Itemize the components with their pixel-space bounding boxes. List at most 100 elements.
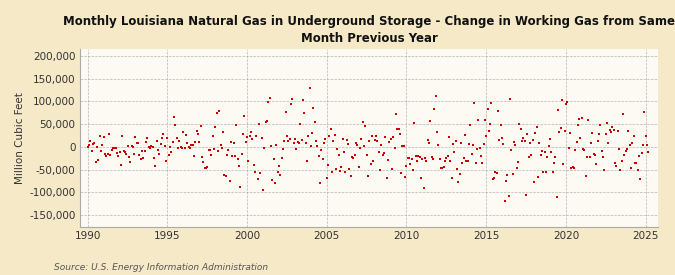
Point [146,144,157,148]
Point [522,132,533,136]
Point [217,146,227,150]
Point [446,176,457,180]
Point [271,143,281,147]
Point [369,138,380,142]
Point [574,117,585,122]
Point [211,111,222,115]
Point [375,168,385,172]
Point [630,161,641,165]
Point [291,146,302,151]
Point [328,139,339,143]
Point [576,116,587,120]
Point [96,149,107,153]
Point [600,131,611,136]
Point [543,144,554,148]
Point [635,177,646,181]
Point [367,134,377,139]
Point [485,122,495,126]
Point [290,137,300,142]
Point [583,117,594,122]
Point [205,148,215,152]
Point [643,150,653,155]
Point [166,150,177,155]
Point [111,151,122,155]
Point [385,137,396,142]
Point [622,147,632,151]
Point [265,144,276,148]
Point [437,166,448,170]
Point [356,137,367,142]
Point [150,164,161,168]
Point [246,129,256,134]
Point [457,161,468,166]
Point [219,173,230,177]
Point [381,176,392,180]
Point [627,141,638,145]
Point [524,141,535,146]
Point [129,152,140,157]
Point [310,139,321,143]
Point [518,136,529,141]
Point [591,162,602,167]
Point [358,144,369,148]
Point [443,134,454,139]
Point [357,120,368,124]
Point [538,169,549,174]
Point [448,142,458,147]
Point [125,159,136,164]
Point [394,131,405,136]
Point [167,139,178,144]
Point [529,180,539,185]
Point [603,141,614,146]
Point [243,159,254,163]
Point [269,181,280,185]
Point [323,163,333,167]
Point [461,159,472,164]
Point [567,164,578,169]
Point [420,155,431,160]
Point [413,153,424,158]
Point [553,108,564,112]
Point [124,155,134,159]
Point [259,146,270,150]
Point [262,119,273,124]
Point [494,138,505,142]
Point [302,159,313,163]
Point [198,160,209,164]
Point [489,176,500,180]
Point [571,140,582,144]
Point [623,128,634,133]
Point [414,155,425,159]
Point [515,127,526,131]
Point [317,157,328,161]
Point [438,165,449,169]
Point [308,106,319,110]
Point [252,177,263,181]
Point [435,166,446,170]
Point [560,102,571,107]
Point [303,133,314,138]
Point [490,170,501,174]
Point [509,140,520,144]
Point [206,153,217,158]
Point [147,144,158,149]
Point [596,148,607,153]
Point [287,97,298,101]
Point [320,137,331,142]
Point [213,148,223,153]
Point [228,141,239,145]
Point [250,170,261,174]
Point [586,140,597,145]
Point [265,96,275,101]
Title: Monthly Louisiana Natural Gas in Underground Storage - Change in Working Gas fro: Monthly Louisiana Natural Gas in Undergr… [63,15,675,45]
Point [450,138,461,143]
Point [508,172,518,177]
Point [384,140,395,144]
Point [501,179,512,184]
Point [180,145,190,150]
Point [248,163,259,168]
Point [142,136,153,140]
Point [115,163,126,167]
Point [292,140,303,144]
Point [144,146,155,150]
